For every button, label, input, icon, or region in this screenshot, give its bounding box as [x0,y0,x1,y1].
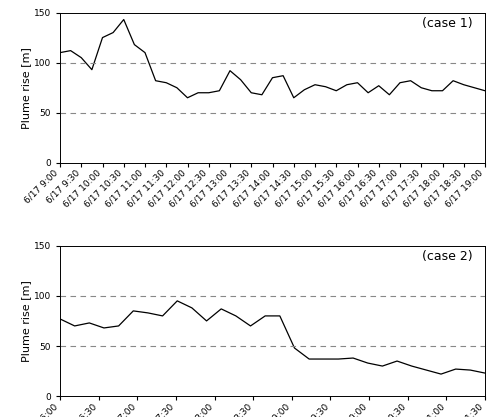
Text: (case 2): (case 2) [422,250,472,263]
Y-axis label: Plume rise [m]: Plume rise [m] [21,280,31,362]
Y-axis label: Plume rise [m]: Plume rise [m] [21,47,31,129]
Text: (case 1): (case 1) [422,17,472,30]
